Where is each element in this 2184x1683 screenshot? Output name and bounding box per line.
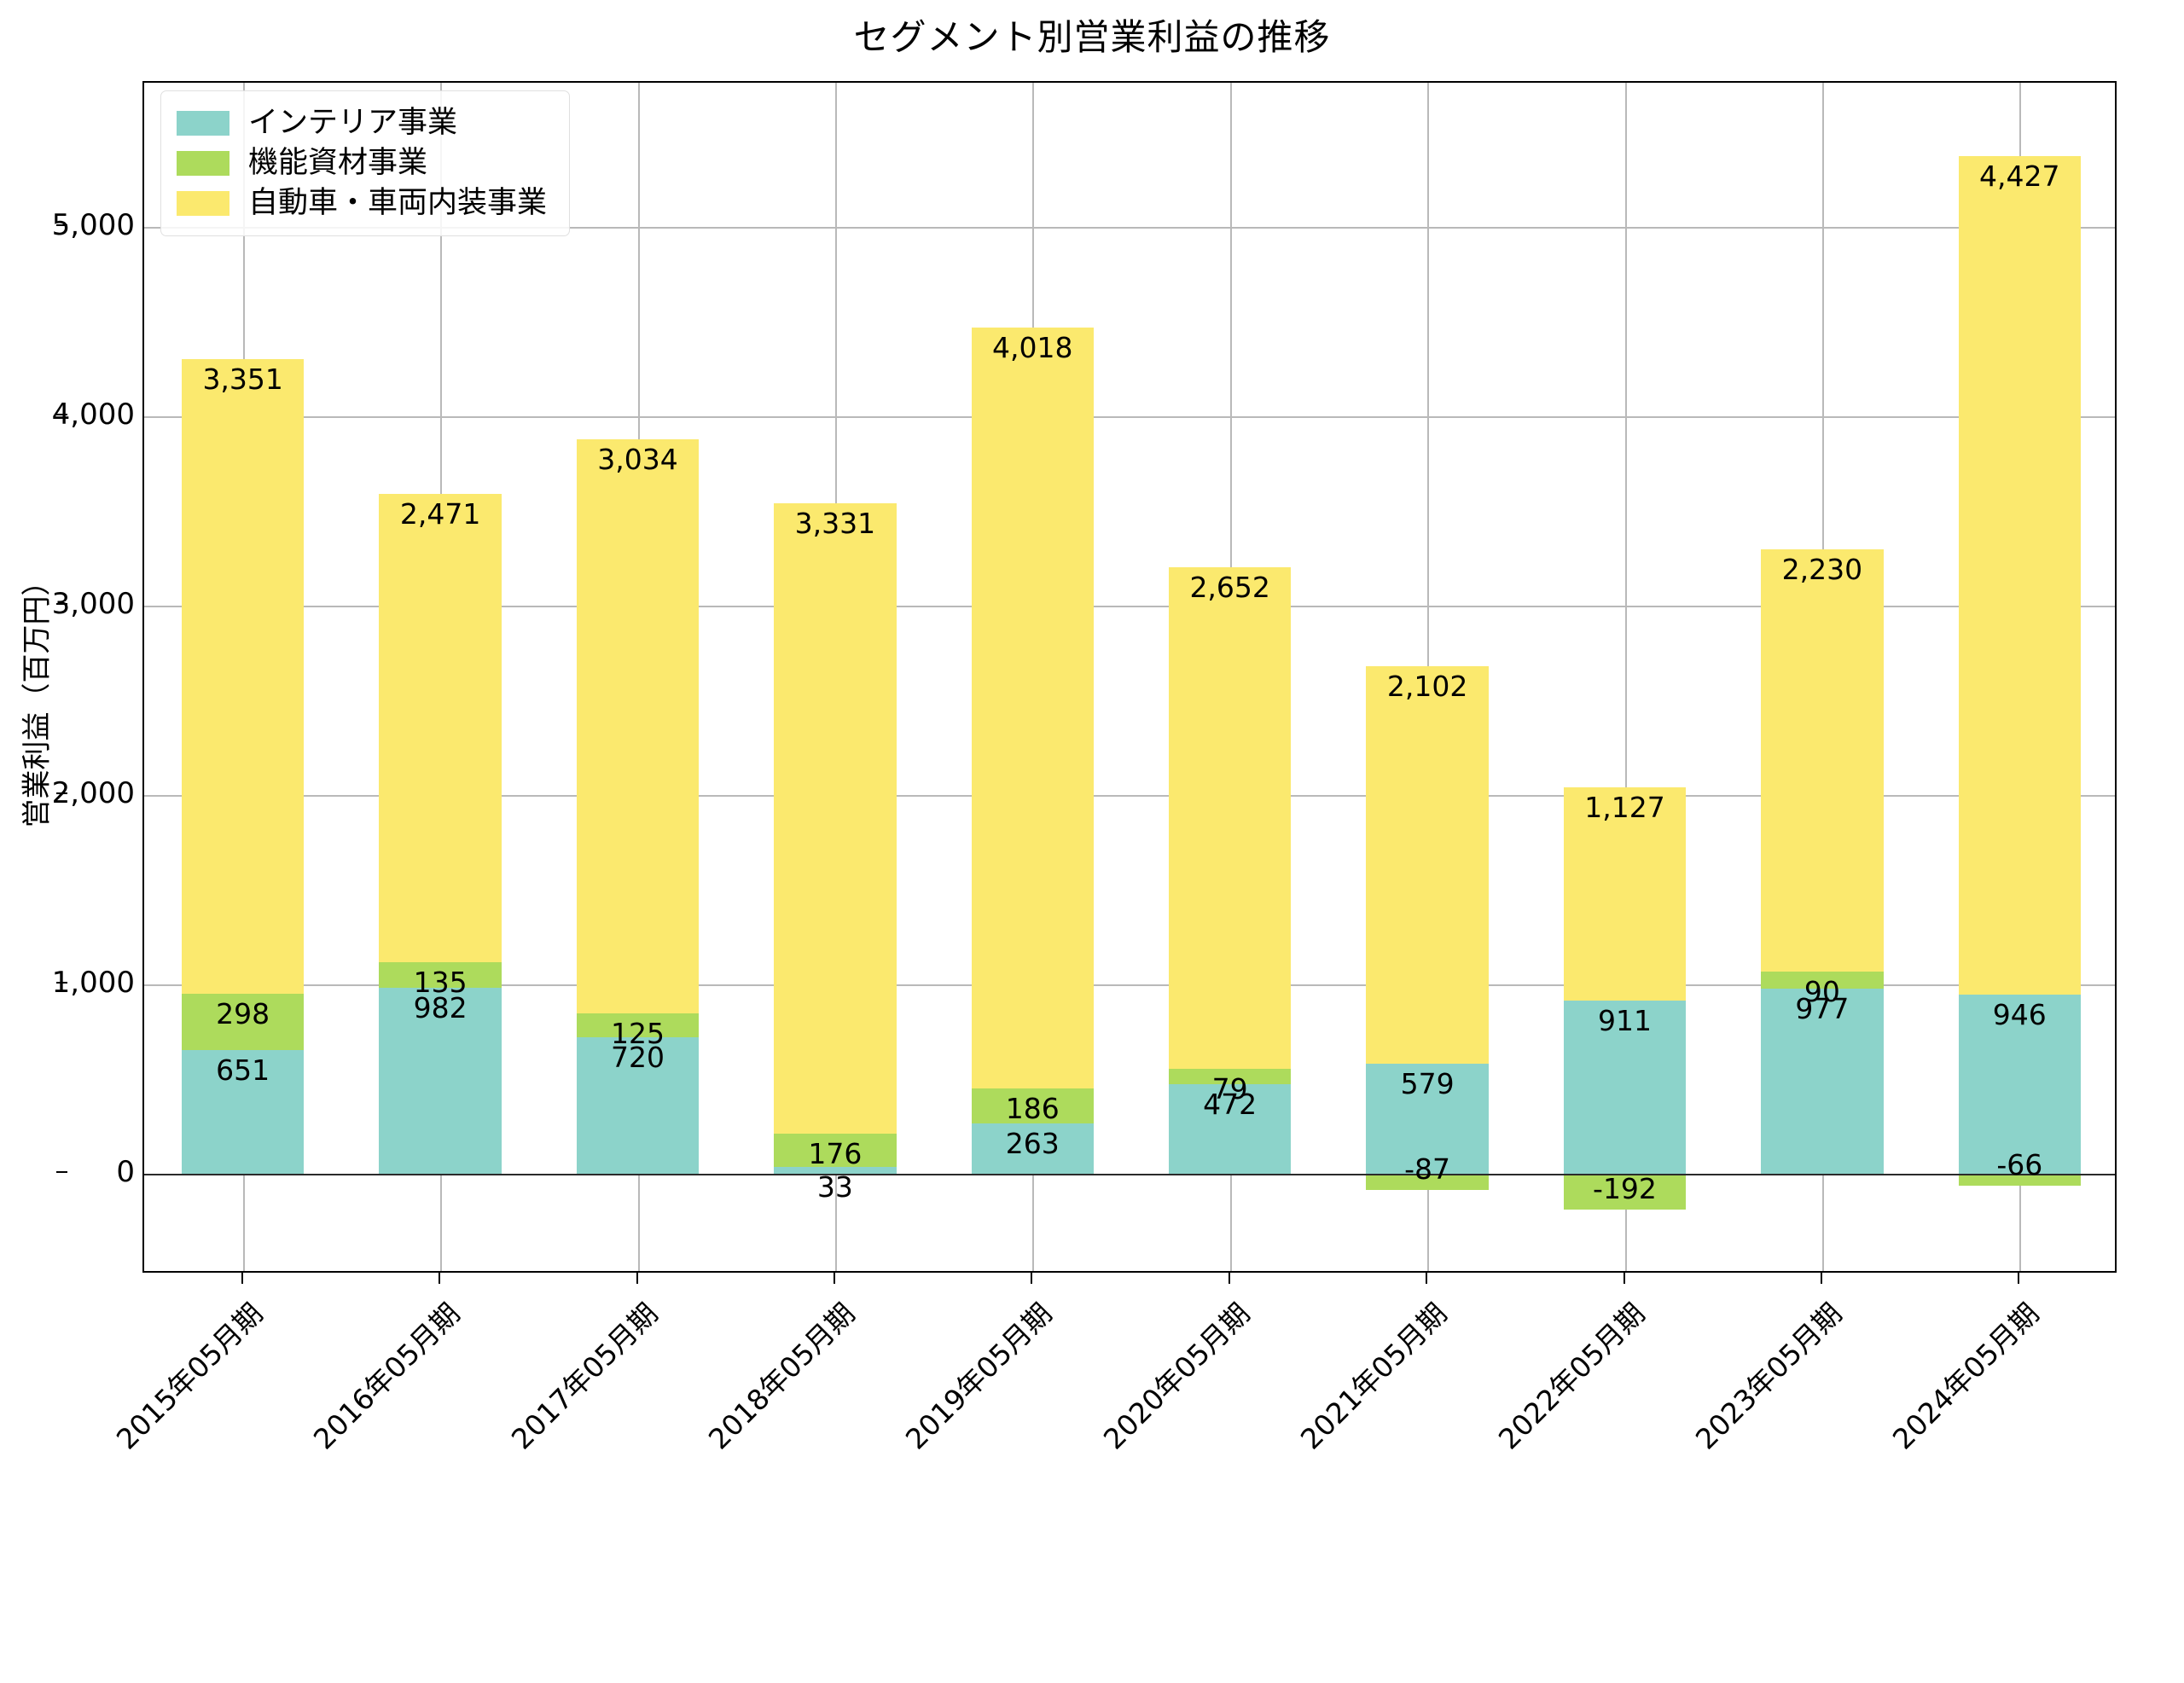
bar-segment[interactable] (971, 1088, 1095, 1124)
x-axis-tick-mark (439, 1273, 441, 1284)
legend-item-label: インテリア事業 (248, 106, 458, 140)
bar-segment[interactable] (379, 494, 502, 962)
x-axis-tick-label: 2016年05月期 (306, 1296, 467, 1456)
bar-segment[interactable] (774, 502, 897, 1135)
bar-group[interactable]: 911 -192 1,127 (1563, 83, 1687, 1271)
x-axis-tick-mark (1623, 1273, 1625, 1284)
bar-group[interactable]: 472 79 2,652 (1168, 83, 1292, 1271)
x-axis-tick-mark (833, 1273, 835, 1284)
bar-group[interactable]: 982 135 2,471 (379, 83, 502, 1271)
bar-segment[interactable] (1958, 1173, 2082, 1187)
x-axis-tick-mark (636, 1273, 638, 1284)
bar-segment[interactable] (1366, 665, 1489, 1065)
bar-segment[interactable] (1958, 155, 2082, 995)
bar-group[interactable]: 720 125 3,034 (576, 83, 700, 1271)
y-axis-tick-label: 0 (116, 1154, 135, 1189)
bar-segment[interactable] (1761, 971, 1884, 989)
bar-group[interactable]: 579 -87 2,102 (1366, 83, 1489, 1271)
bar-segment[interactable] (379, 987, 502, 1174)
legend-item-label: 自動車・車両内装事業 (248, 186, 548, 220)
y-axis-tick-mark (56, 792, 67, 794)
bar-segment[interactable] (576, 438, 700, 1014)
x-axis-tick-mark (1820, 1273, 1822, 1284)
chart-figure: セグメント別営業利益の推移 営業利益（百万円） 0 1,000 2,000 3,000… (20, 16, 2117, 1456)
x-axis-tick-label: 2019年05月期 (899, 1296, 1059, 1456)
bar-segment[interactable] (971, 328, 1095, 1088)
legend-item[interactable]: インテリア事業 (177, 103, 547, 143)
zero-baseline (144, 1173, 2115, 1175)
legend-color-swatch (177, 111, 229, 136)
y-axis-tick-mark (56, 413, 67, 415)
bar-segment[interactable] (774, 1167, 897, 1174)
bar-segment[interactable] (774, 1134, 897, 1168)
x-axis-tick-label: 2017年05月期 (504, 1296, 665, 1456)
x-axis-tick-mark (1426, 1273, 1428, 1284)
bar-value-label: 33 (816, 1170, 853, 1204)
bar-segment[interactable] (1366, 1173, 1489, 1190)
bar-segment[interactable] (1761, 548, 1884, 972)
y-axis-tick-mark (56, 981, 67, 984)
page-title: セグメント別営業利益の推移 (853, 16, 1331, 58)
x-axis-tick-label: 2022年05月期 (1491, 1296, 1652, 1456)
x-axis-tick-label: 2023年05月期 (1688, 1296, 1849, 1456)
legend-item[interactable]: 自動車・車両内装事業 (177, 183, 547, 223)
bar-segment[interactable] (181, 359, 305, 994)
plot-area: 651 298 3,351 982 135 2,471 720 125 3,034 33 176 3,… (142, 81, 2117, 1273)
bar-segment[interactable] (1168, 1069, 1292, 1084)
y-axis-tick-mark (56, 223, 67, 226)
x-axis-tick-label: 2021年05月期 (1293, 1296, 1454, 1456)
bar-segment[interactable] (1366, 1064, 1489, 1174)
chart-legend[interactable]: インテリア事業 機能資材事業自動車・車両内装事業 (160, 90, 571, 236)
y-axis-tick-mark (56, 1170, 67, 1173)
x-axis-tick-label: 2024年05月期 (1886, 1296, 2046, 1456)
y-axis-tick-mark (56, 602, 67, 605)
bar-segment[interactable] (576, 1036, 700, 1174)
gridline-horizontal (144, 605, 2115, 607)
gridline-horizontal (144, 226, 2115, 229)
bar-segment[interactable] (1761, 988, 1884, 1174)
gridline-horizontal (144, 415, 2115, 418)
bar-group[interactable]: 33 176 3,331 (774, 83, 897, 1271)
bar-segment[interactable] (1563, 1001, 1687, 1174)
x-axis-tick-mark (1228, 1273, 1230, 1284)
bar-segment[interactable] (1563, 1173, 1687, 1210)
bar-group[interactable]: 263 186 4,018 (971, 83, 1095, 1271)
bar-segment[interactable] (181, 1050, 305, 1174)
x-axis-tick-label: 2020年05月期 (1096, 1296, 1257, 1456)
x-axis-tick-mark (1031, 1273, 1033, 1284)
bar-segment[interactable] (379, 961, 502, 988)
bar-group[interactable]: 651 298 3,351 (181, 83, 305, 1271)
x-axis-tick-mark (2018, 1273, 2020, 1284)
bar-segment[interactable] (576, 1013, 700, 1037)
bar-group[interactable]: 946 -66 4,427 (1958, 83, 2082, 1271)
gridline-vertical (1624, 83, 1627, 1271)
gridline-horizontal (144, 794, 2115, 797)
bar-segment[interactable] (1958, 994, 2082, 1174)
legend-item-label: 機能資材事業 (248, 146, 428, 180)
legend-color-swatch (177, 191, 229, 216)
bar-segment[interactable] (1168, 1083, 1292, 1174)
bar-group[interactable]: 977 90 2,230 (1761, 83, 1884, 1271)
bar-segment[interactable] (1563, 787, 1687, 1001)
bar-segment[interactable] (181, 994, 305, 1051)
bar-segment[interactable] (1168, 566, 1292, 1070)
x-axis-tick-mark (241, 1273, 243, 1284)
legend-item[interactable]: 機能資材事業 (177, 143, 547, 183)
bar-segment[interactable] (971, 1123, 1095, 1174)
y-axis-label: 営業利益（百万円） (20, 566, 55, 828)
legend-color-swatch (177, 151, 229, 176)
gridline-horizontal (144, 984, 2115, 986)
x-axis-tick-label: 2018年05月期 (701, 1296, 862, 1456)
